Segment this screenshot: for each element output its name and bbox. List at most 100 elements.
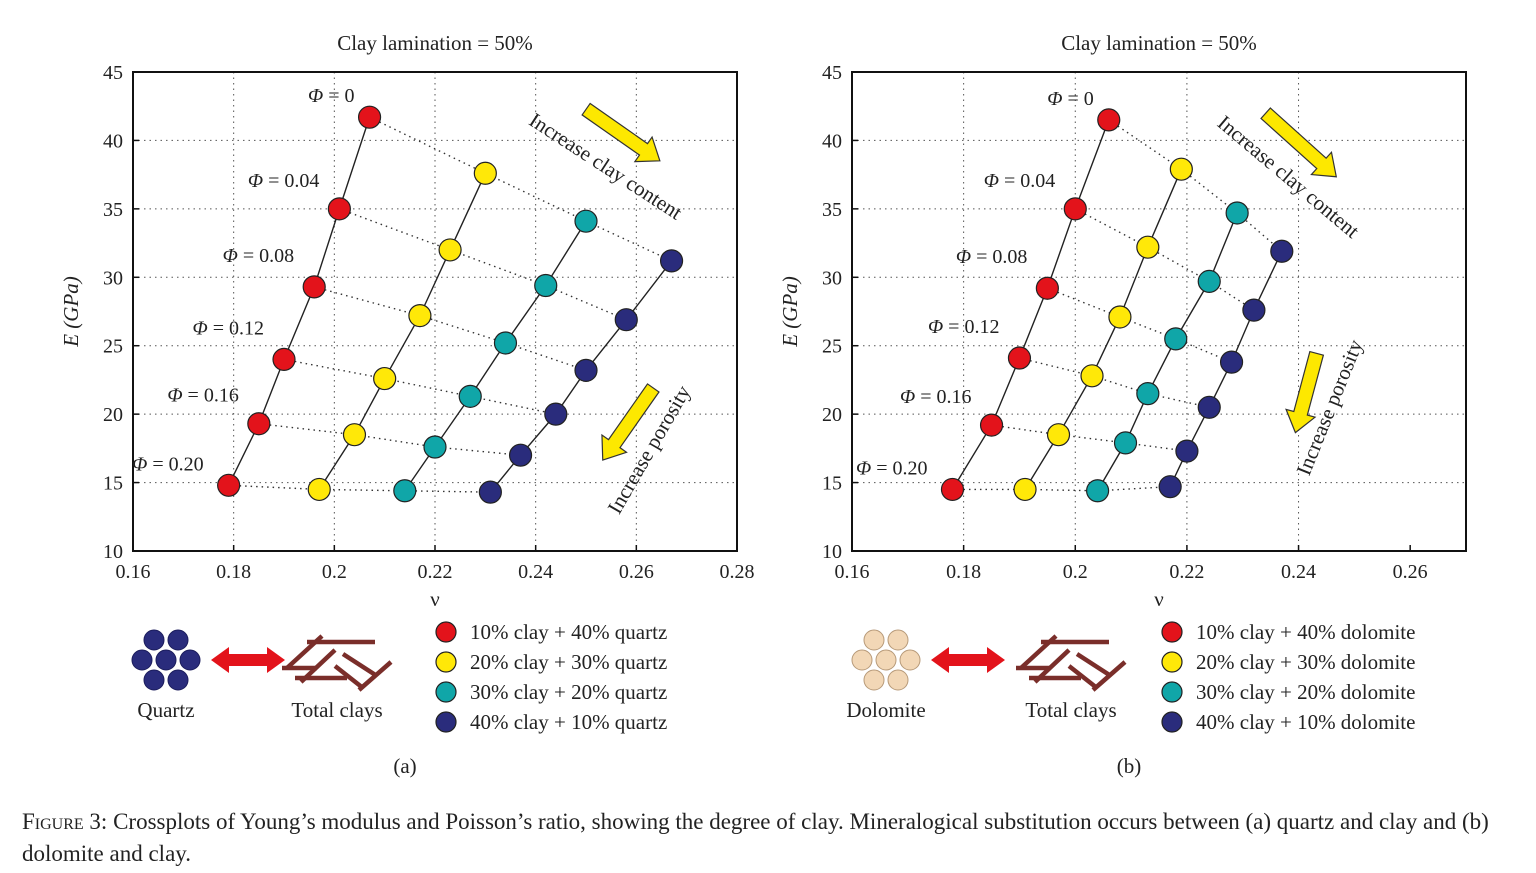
series-line [318,172,486,490]
data-point [357,105,382,129]
caption-label: Figure 3: [22,809,108,834]
mineral-grain [131,649,153,671]
data-point [217,473,241,497]
data-point [1136,382,1160,406]
clay-flake [333,664,365,690]
x-tick-label: 0.18 [946,561,981,583]
legend-marker [435,621,457,643]
figure-caption: Figure 3: Crossplots of Young’s modulus … [22,806,1512,870]
porosity-symbol: Φ [1047,88,1062,110]
data-point [1270,239,1294,263]
data-point [1108,305,1132,329]
data-point [1219,350,1244,374]
x-tick-label: 0.28 [720,561,755,583]
iso-porosity-line [228,484,491,493]
chart-title: Clay lamination = 50% [337,31,533,55]
y-axis-label: E (GPa) [778,276,802,348]
data-point [614,308,638,332]
porosity-trend-arrow [601,383,660,461]
porosity-value: = 0.04 [263,170,319,192]
data-point [302,275,326,299]
data-point [1197,269,1221,293]
data-point [1175,439,1199,463]
x-tick-label: 0.16 [835,561,870,583]
data-point [1113,431,1138,455]
series-line [1024,168,1182,490]
porosity-trend-arrow [1285,350,1325,434]
y-tick-label: 20 [103,404,123,426]
data-point [1197,395,1221,419]
data-point [1158,475,1182,499]
x-tick-label: 0.18 [216,561,251,583]
data-point [247,412,271,436]
data-point [574,358,598,382]
porosity-symbol: Φ [928,316,943,338]
iso-porosity-line [369,116,672,262]
legend-label: 30% clay + 20% dolomite [1196,680,1415,704]
x-tick-label: 0.24 [1281,561,1316,583]
panel-label: (b) [1117,754,1142,778]
mineral-grain [167,669,189,691]
x-tick-label: 0.16 [116,561,151,583]
mineral-label: Quartz [137,698,194,722]
data-point [458,384,482,408]
data-point [1085,479,1110,503]
porosity-symbol: Φ [308,85,323,107]
substitution-arrow [931,647,1005,673]
data-point [544,402,568,426]
data-point [1035,276,1059,300]
clay-trend-arrow [581,102,661,163]
clay-label: Total clays [1025,698,1116,722]
figure-3: 0.16 0.18 0.2 0.22 0.24 0.26 0.28 10 15 20 25 30 35 4… [59,31,1467,778]
legend-label: 20% clay + 30% dolomite [1196,650,1415,674]
mineral-grain [143,669,165,691]
chart-title: Clay lamination = 50% [1061,31,1257,55]
data-point [478,480,502,504]
legend-marker [435,651,457,673]
y-tick-label: 35 [103,199,123,221]
data-point [1169,157,1193,181]
x-tick-label: 0.22 [418,561,453,583]
porosity-symbol: Φ [956,246,971,268]
data-point [1080,364,1104,388]
y-tick-label: 45 [822,62,842,84]
legend-marker [1161,651,1183,673]
iso-porosity-line [991,424,1188,452]
mineral-grain [887,629,909,651]
data-point [1242,298,1266,322]
mineral-grain [155,649,177,671]
data-point [272,347,296,371]
iso-porosity-line [952,485,1171,492]
porosity-value: = 0.12 [208,317,264,339]
clay-flake [1067,664,1099,690]
mineral-grain [899,649,921,671]
substitution-arrow [211,647,285,673]
porosity-label: Φ = 0.16 [900,386,972,408]
data-point [1007,346,1032,370]
iso-porosity-line [258,423,521,456]
data-point [1136,235,1160,259]
data-point [1164,327,1188,351]
data-point [1046,423,1071,447]
data-point [423,435,447,459]
legend-label: 10% clay + 40% dolomite [1196,620,1415,644]
porosity-label: Φ = 0.08 [956,246,1028,268]
porosity-value: = 0.08 [971,246,1027,268]
legend-label: 40% clay + 10% dolomite [1196,710,1415,734]
x-tick-label: 0.26 [1393,561,1428,583]
porosity-symbol: Φ [167,385,182,407]
x-axis-label: ν [1154,587,1164,611]
y-tick-label: 10 [822,541,842,563]
clay-flake [1075,652,1113,678]
legend-label: 30% clay + 20% quartz [470,680,667,704]
porosity-value: = 0.16 [183,385,239,407]
y-tick-label: 30 [103,267,123,289]
y-tick-label: 25 [822,336,842,358]
legend-label: 10% clay + 40% quartz [470,620,667,644]
iso-porosity-line [1047,287,1232,363]
porosity-label: Φ = 0.20 [856,457,928,479]
data-point [534,273,558,298]
series-line [951,119,1110,490]
x-tick-label: 0.26 [619,561,654,583]
y-tick-label: 45 [103,62,123,84]
